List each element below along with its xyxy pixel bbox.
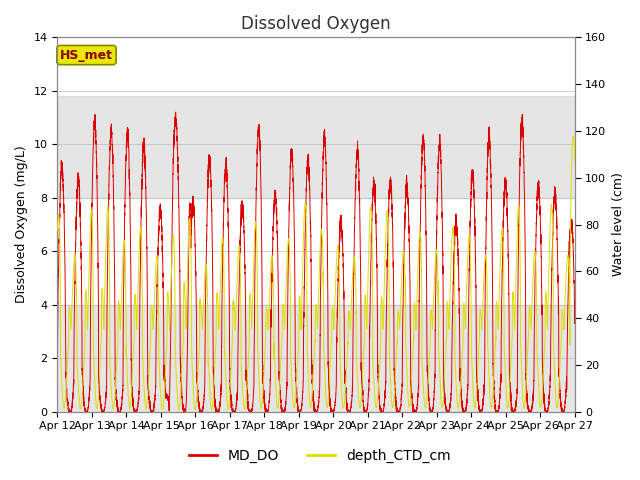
Y-axis label: Water level (cm): Water level (cm): [612, 173, 625, 276]
Bar: [58, 96, 575, 198]
Text: HS_met: HS_met: [60, 48, 113, 61]
Y-axis label: Dissolved Oxygen (mg/L): Dissolved Oxygen (mg/L): [15, 145, 28, 303]
Title: Dissolved Oxygen: Dissolved Oxygen: [241, 15, 391, 33]
Bar: [58, 305, 575, 412]
Legend: MD_DO, depth_CTD_cm: MD_DO, depth_CTD_cm: [184, 443, 456, 468]
